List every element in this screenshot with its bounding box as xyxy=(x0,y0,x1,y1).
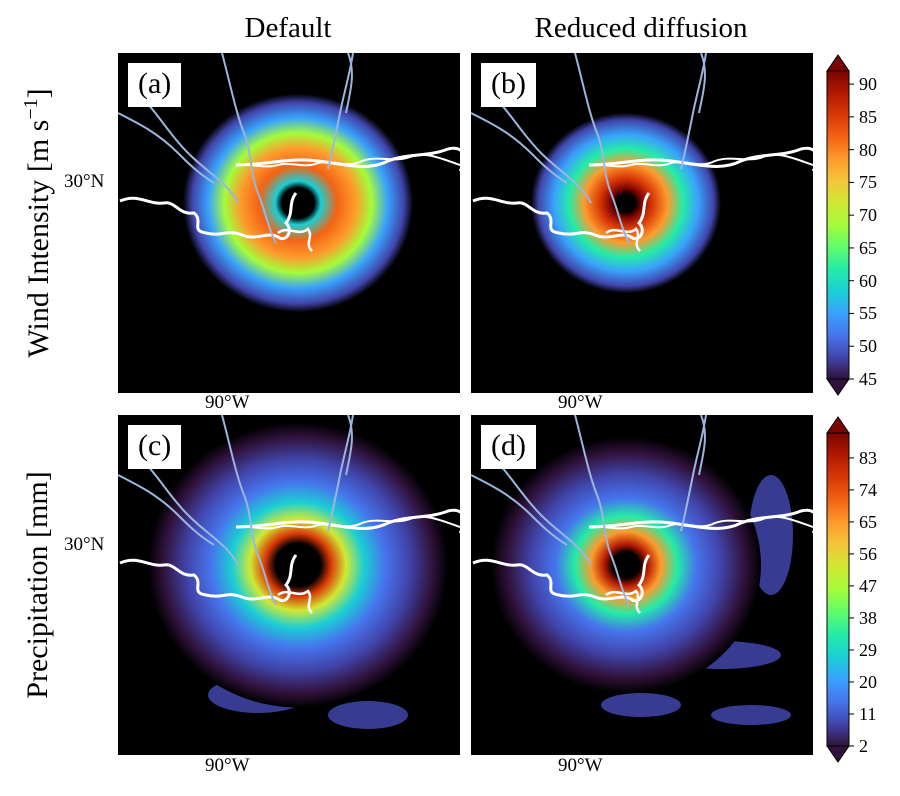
colorbar-tick-label: 85 xyxy=(859,106,877,127)
panel-c-map xyxy=(118,415,460,729)
colorbar-tick-label: 74 xyxy=(859,479,877,500)
panel-d-label: (d) xyxy=(481,425,536,469)
panel-c-label: (c) xyxy=(128,425,182,469)
wind-field xyxy=(531,112,721,294)
lat-tick-bottom: 30°N xyxy=(64,534,105,555)
river xyxy=(698,415,706,476)
column-title-default: Default xyxy=(244,12,332,44)
colorbar-wind: 45 50 55 60 65 70 75 80 85 90 xyxy=(826,54,877,396)
coastline-delta xyxy=(605,227,641,252)
colorbar-tick-label: 65 xyxy=(859,511,877,532)
river xyxy=(471,474,568,546)
colorbar-gradient xyxy=(826,70,850,380)
lon-tick-b: 90°W xyxy=(558,392,603,413)
river xyxy=(471,112,568,184)
river xyxy=(574,53,630,244)
coastline xyxy=(235,508,460,533)
coastline-delta xyxy=(277,227,313,252)
river xyxy=(327,53,354,170)
colorbar-precip: 2 11 20 29 38 47 56 65 74 83 xyxy=(826,416,877,763)
wind-ylabel-sup: −1 xyxy=(20,98,42,120)
precip-band xyxy=(711,705,791,725)
panel-d-precip-reduced: (d) xyxy=(471,415,813,755)
precip-band xyxy=(328,701,408,729)
colorbar-tick-label: 55 xyxy=(859,303,877,324)
river xyxy=(490,454,592,566)
coastline-west xyxy=(472,554,651,602)
colorbar-tick-label: 50 xyxy=(859,336,877,357)
panel-b-map xyxy=(471,53,813,294)
colorbar-tick-label: 45 xyxy=(859,369,877,389)
river xyxy=(327,415,354,532)
coastline xyxy=(235,146,460,171)
panel-d-map xyxy=(471,415,813,725)
panel-a-label: (a) xyxy=(128,63,182,107)
river xyxy=(118,112,215,184)
precip-band xyxy=(601,693,681,717)
wind-ylabel-text: Wind Intensity [m s xyxy=(22,119,55,358)
colorbar-tick-label: 47 xyxy=(859,575,877,596)
colorbar-tick-label: 90 xyxy=(859,74,877,95)
coastline xyxy=(588,508,813,533)
colorbar-tick-label: 83 xyxy=(859,447,877,468)
coastline-detail xyxy=(588,153,813,168)
colorbar-tick-label: 80 xyxy=(859,139,877,160)
row-title-wind-intensity: Wind Intensity [m s−1] xyxy=(20,53,56,393)
river xyxy=(221,415,277,606)
colorbar-tick-label: 56 xyxy=(859,543,877,564)
wind-field xyxy=(183,93,413,313)
lon-tick-c: 90°W xyxy=(205,755,250,776)
colorbar-extend-max xyxy=(826,416,850,434)
coastline-detail xyxy=(235,515,460,530)
river xyxy=(137,454,239,566)
panel-a-map xyxy=(118,53,460,313)
panel-c-precip-default: (c) xyxy=(118,415,460,755)
coastline-west xyxy=(472,192,651,240)
colorbar-extend-min xyxy=(826,745,850,763)
coastline-west xyxy=(119,192,298,240)
coastline xyxy=(588,146,813,171)
colorbar-extend-max xyxy=(826,54,850,72)
river xyxy=(698,53,706,114)
coastline-west xyxy=(119,554,298,602)
precip-field xyxy=(491,436,761,694)
colorbar-tick-label: 70 xyxy=(859,205,877,226)
river xyxy=(680,415,707,532)
colorbar-tick-label: 2 xyxy=(859,736,868,756)
coastline-delta xyxy=(605,589,641,614)
coastline-delta xyxy=(277,589,313,614)
panel-a-wind-default: (a) xyxy=(118,53,460,393)
colorbar-tick-label: 20 xyxy=(859,671,877,692)
colorbar-tick-label: 29 xyxy=(859,639,877,660)
colorbar-extend-min xyxy=(826,378,850,396)
panel-b-wind-reduced: (b) xyxy=(471,53,813,393)
precip-field xyxy=(148,422,448,708)
river xyxy=(345,415,353,476)
lon-tick-a: 90°W xyxy=(205,392,250,413)
coastline-detail xyxy=(588,515,813,530)
colorbar-tick-label: 38 xyxy=(859,607,877,628)
colorbar-gradient xyxy=(826,432,850,747)
panel-b-label: (b) xyxy=(481,63,536,107)
colorbar-tick-label: 11 xyxy=(859,703,877,724)
wind-ylabel-close: ] xyxy=(22,88,55,99)
lat-tick-top: 30°N xyxy=(64,171,105,192)
river xyxy=(680,53,707,170)
row-title-precipitation: Precipitation [mm] xyxy=(21,471,54,699)
river xyxy=(137,92,239,204)
colorbar-tick-label: 65 xyxy=(859,237,877,258)
river xyxy=(490,92,592,204)
river xyxy=(574,415,630,606)
river xyxy=(221,53,277,244)
colorbar-tick-label: 75 xyxy=(859,172,877,193)
river xyxy=(118,474,215,546)
colorbar-tick-label: 60 xyxy=(859,270,877,291)
coastline-detail xyxy=(235,153,460,168)
lon-tick-d: 90°W xyxy=(558,755,603,776)
river xyxy=(345,53,353,114)
column-title-reduced-diffusion: Reduced diffusion xyxy=(534,12,748,44)
